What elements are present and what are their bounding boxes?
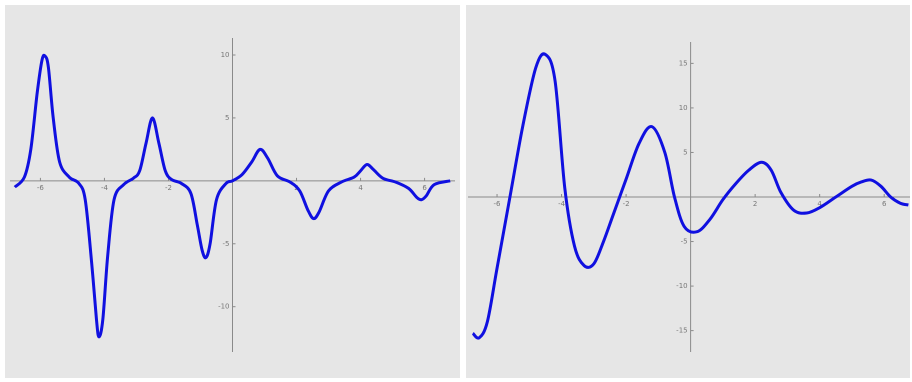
x-tick-label: -4 [558, 200, 566, 208]
x-tick-label: -4 [101, 184, 109, 192]
curve [13, 53, 451, 339]
curve [471, 52, 909, 340]
x-tick-label: 6 [882, 200, 887, 208]
y-tick-label: -10 [218, 303, 229, 311]
y-tick-label: -5 [681, 238, 688, 246]
x-tick-label: 6 [422, 184, 427, 192]
x-tick-label: -2 [623, 200, 630, 208]
x-tick-label: -6 [37, 184, 45, 192]
y-tick-label: 10 [221, 51, 230, 59]
y-tick-label: -10 [676, 282, 687, 290]
x-tick-label: 4 [358, 184, 363, 192]
y-tick-label: -15 [676, 327, 687, 335]
x-tick-label: 2 [753, 200, 757, 208]
y-tick-label: -5 [223, 240, 230, 248]
x-tick-label: 4 [817, 200, 822, 208]
x-tick-label: -6 [494, 200, 502, 208]
y-tick-label: 15 [679, 59, 688, 67]
y-tick-label: 5 [225, 114, 229, 122]
y-tick-label: 5 [683, 148, 687, 156]
panel [466, 5, 910, 378]
x-tick-label: -2 [165, 184, 172, 192]
y-tick-label: 10 [679, 104, 688, 112]
